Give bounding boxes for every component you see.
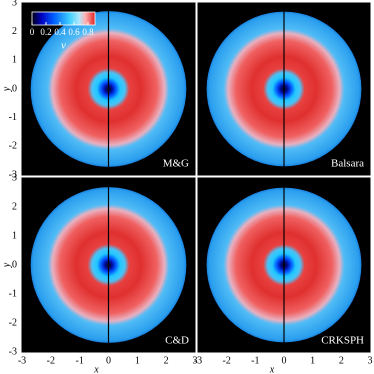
colorbar-tick-label: 0.8 — [82, 27, 94, 37]
panel-label: CRKSPH — [321, 335, 364, 347]
colorbar-tick-label: 0 — [30, 27, 35, 37]
panel-label: Balsara — [331, 158, 364, 170]
x-tick-label: 2 — [339, 355, 344, 366]
x-tick-label: 3 — [368, 355, 373, 366]
x-tick-label: 0 — [282, 355, 287, 366]
x-tick-label: 0 — [106, 355, 111, 366]
x-tick-label: 1 — [135, 355, 140, 366]
colorbar-tick-label: 0.6 — [68, 27, 80, 37]
y-tick-label: 1 — [12, 55, 17, 66]
y-tick-label: 3 — [12, 172, 17, 183]
panel-label: C&D — [165, 335, 189, 347]
x-tick-label: 2 — [164, 355, 169, 366]
x-tick-label: 3 — [193, 355, 198, 366]
x-tick-label: 1 — [310, 355, 315, 366]
x-tick-label: -2 — [222, 355, 230, 366]
x-tick-label: -2 — [47, 355, 55, 366]
y-tick-label: 3 — [12, 0, 17, 8]
y-tick-label: 0 — [12, 259, 17, 270]
y-tick-label: -1 — [9, 112, 17, 123]
x-tick-label: -1 — [75, 355, 83, 366]
y-tick-label: 2 — [12, 201, 17, 212]
y-tick-label: -1 — [9, 288, 17, 299]
x-tick-label: -1 — [251, 355, 259, 366]
x-axis-label: x — [269, 364, 275, 374]
x-tick-label: -3 — [194, 355, 202, 366]
y-tick-label: -2 — [9, 141, 17, 152]
colorbar-label: ν — [61, 40, 66, 52]
y-axis-label: y — [1, 86, 12, 92]
y-axis-label: y — [1, 262, 12, 268]
x-axis-label: x — [93, 364, 99, 374]
y-tick-label: 2 — [12, 26, 17, 37]
x-tick-label: -3 — [18, 355, 26, 366]
colorbar — [31, 11, 96, 26]
colorbar-tick-label: 0.4 — [54, 27, 66, 37]
y-tick-label: -3 — [9, 346, 17, 357]
y-tick-label: -3 — [9, 169, 17, 180]
y-tick-label: -2 — [9, 317, 17, 328]
y-tick-label: 1 — [12, 230, 17, 241]
y-tick-label: 0 — [12, 83, 17, 94]
panel-label: M&G — [163, 158, 189, 170]
colorbar-tick-label: 0.2 — [40, 27, 51, 37]
